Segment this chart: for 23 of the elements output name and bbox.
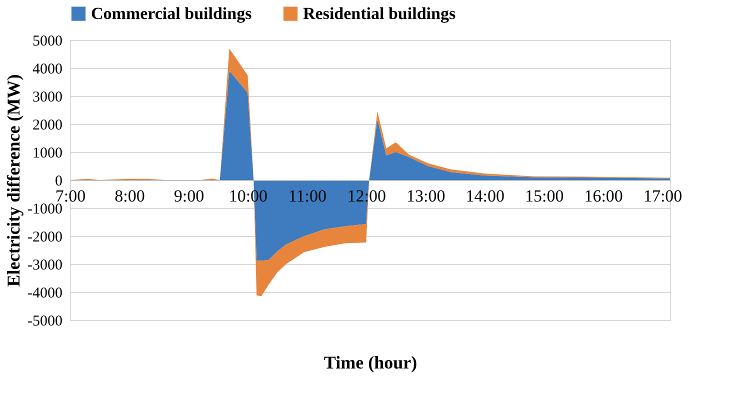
y-axis-title: Electricity difference (MW) bbox=[4, 74, 24, 287]
y-tick-label: 3000 bbox=[32, 90, 62, 106]
y-tick-label: 2000 bbox=[32, 118, 62, 134]
x-tick-label: 9:00 bbox=[174, 186, 204, 206]
x-tick-label: 16:00 bbox=[584, 186, 623, 206]
x-tick-label: 13:00 bbox=[406, 186, 446, 206]
y-tick-label: -5000 bbox=[28, 314, 62, 330]
y-tick-label: 4000 bbox=[32, 62, 62, 78]
x-tick-label: 14:00 bbox=[466, 186, 504, 206]
legend-label: Commercial buildings bbox=[91, 4, 252, 23]
y-tick-label: -4000 bbox=[28, 286, 62, 302]
x-tick-label: 17:00 bbox=[643, 186, 682, 206]
y-tick-label: 5000 bbox=[32, 34, 62, 50]
y-tick-label: -3000 bbox=[28, 258, 62, 274]
y-tick-label: 1000 bbox=[32, 146, 62, 162]
x-tick-label: 15:00 bbox=[524, 186, 564, 206]
legend-label: Residential buildings bbox=[303, 4, 456, 23]
x-tick-label: 8:00 bbox=[114, 186, 145, 206]
y-tick-label: -2000 bbox=[28, 230, 62, 246]
y-tick-label: 0 bbox=[55, 174, 62, 190]
x-axis-title: Time (hour) bbox=[324, 352, 418, 372]
x-tick-label: 11:00 bbox=[288, 186, 326, 206]
y-tick-label: -1000 bbox=[28, 202, 62, 218]
